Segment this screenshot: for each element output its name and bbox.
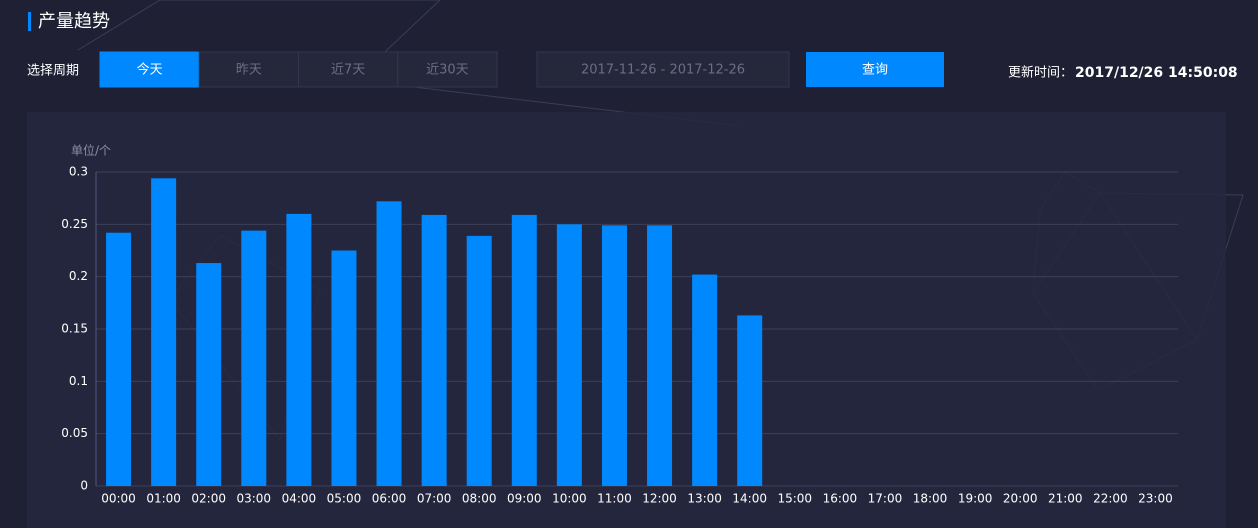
- query-label: 查询: [862, 63, 888, 78]
- x-tick-label: 14:00: [732, 492, 767, 506]
- bar: [196, 263, 222, 486]
- x-tick-label: 19:00: [958, 492, 993, 506]
- update-time: 2017/12/26 14:50:08: [1075, 65, 1238, 81]
- date-range-box[interactable]: [536, 51, 790, 88]
- period-label: 选择周期: [27, 64, 79, 79]
- y-axis-label: 单位/个: [71, 143, 111, 158]
- x-tick-label: 06:00: [372, 492, 407, 506]
- period-label: 今天: [137, 62, 163, 78]
- bar: [106, 232, 132, 486]
- x-tick-label: 09:00: [507, 492, 542, 506]
- x-tick-label: 15:00: [777, 492, 812, 506]
- x-tick-label: 05:00: [327, 492, 362, 506]
- bar: [421, 214, 447, 486]
- x-tick-label: 13:00: [687, 492, 722, 506]
- y-tick-label: 0.25: [61, 217, 88, 231]
- x-tick-label: 07:00: [417, 492, 452, 506]
- x-tick-label: 01:00: [146, 492, 181, 506]
- bar: [601, 225, 627, 486]
- x-tick-label: 02:00: [191, 492, 226, 506]
- x-tick-label: 12:00: [642, 492, 677, 506]
- bar: [151, 178, 177, 486]
- title-accent: [28, 12, 31, 31]
- x-tick-label: 00:00: [101, 492, 136, 506]
- bar: [647, 225, 673, 486]
- bar: [286, 213, 312, 486]
- update-label: 更新时间：: [1008, 65, 1073, 81]
- period-buttons: 今天 昨天 近7天 近30天: [99, 51, 498, 88]
- bar: [376, 201, 402, 486]
- period-button[interactable]: [198, 51, 299, 88]
- bar: [241, 230, 267, 486]
- x-tick-label: 18:00: [913, 492, 948, 506]
- x-tick-label: 04:00: [282, 492, 317, 506]
- bar: [692, 274, 718, 486]
- x-tick-label: 22:00: [1093, 492, 1128, 506]
- y-tick-label: 0.1: [69, 374, 88, 388]
- period-button[interactable]: [397, 51, 498, 88]
- x-tick-label: 23:00: [1138, 492, 1173, 506]
- date-range: 2017-11-26 - 2017-12-26: [581, 63, 745, 78]
- x-tick-label: 17:00: [868, 492, 903, 506]
- period-label: 昨天: [236, 63, 262, 78]
- y-tick-label: 0.15: [61, 322, 88, 336]
- y-tick-label: 0.2: [69, 269, 88, 283]
- chart: 0 0.05 0.1 0.15 0.2 0.25 0.3 00:00 01:00 02:00 03:…: [61, 165, 1178, 506]
- bar: [556, 224, 582, 487]
- x-tick-label: 16:00: [823, 492, 858, 506]
- y-tick-label: 0.3: [69, 165, 88, 179]
- period-label: 近7天: [331, 63, 365, 78]
- bar: [331, 250, 357, 486]
- bar: [466, 235, 492, 486]
- bar: [737, 315, 763, 486]
- x-tick-label: 21:00: [1048, 492, 1083, 506]
- x-tick-label: 03:00: [236, 492, 271, 506]
- y-tick-label: 0.05: [61, 426, 88, 440]
- query-button[interactable]: [806, 52, 944, 87]
- y-tick-label: 0: [80, 479, 88, 493]
- x-tick-label: 11:00: [597, 492, 632, 506]
- page-title: 产量趋势: [38, 11, 110, 32]
- period-label: 近30天: [426, 63, 469, 78]
- x-tick-label: 10:00: [552, 492, 587, 506]
- x-tick-label: 20:00: [1003, 492, 1038, 506]
- period-button[interactable]: [298, 51, 399, 88]
- bar: [511, 214, 537, 486]
- x-tick-label: 08:00: [462, 492, 497, 506]
